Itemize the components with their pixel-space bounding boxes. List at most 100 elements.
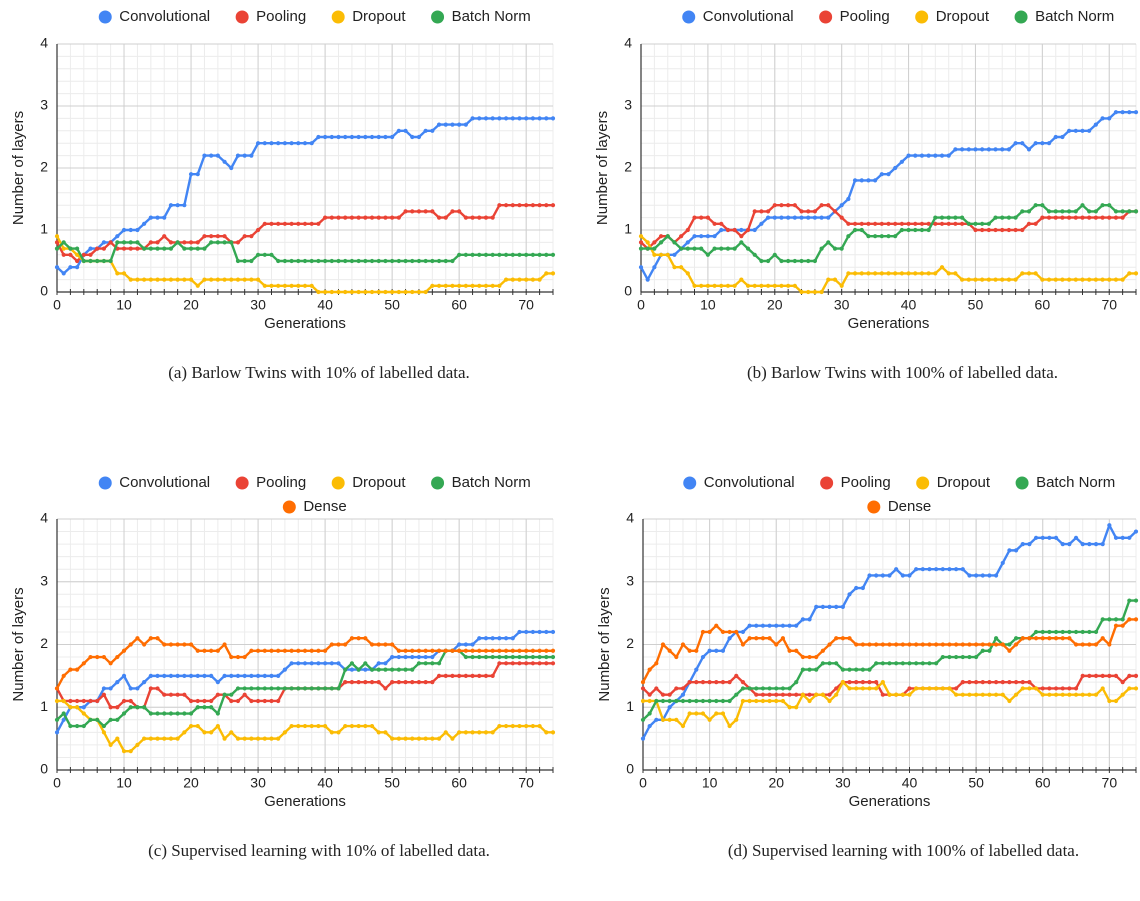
data-point [660,698,666,704]
data-point [329,661,334,666]
data-point [121,240,127,245]
data-point [416,736,422,741]
caption: (d) Supervised learning with 100% of lab… [728,841,1079,860]
data-point [1133,110,1139,115]
data-point [423,128,428,133]
data-point [886,271,891,276]
data-point [376,730,381,735]
data-point [780,636,786,641]
data-point [1080,128,1085,133]
data-point [886,172,891,177]
data-point [54,240,60,245]
data-point [443,215,448,220]
data-point [142,277,147,282]
data-point [894,692,899,697]
data-point [249,698,254,704]
x-tick-label: 60 [1035,297,1051,313]
data-point [886,221,891,226]
data-point [463,283,468,288]
data-point [685,227,690,233]
data-point [477,283,482,288]
data-point [860,680,865,685]
data-point [242,153,247,158]
data-point [410,258,415,264]
data-point [544,203,549,208]
data-point [645,240,650,245]
data-point [680,642,686,647]
data-point [175,736,180,741]
data-point [410,667,415,672]
data-point [162,277,167,282]
data-point [694,711,699,716]
data-point [852,271,858,276]
data-point [135,636,140,641]
data-point [987,648,992,653]
data-point [410,648,415,653]
data-point [700,698,706,704]
data-point [1047,692,1052,697]
data-point [839,215,844,220]
data-point [986,277,991,282]
data-point [95,717,100,722]
data-point [269,252,274,257]
data-point [229,698,234,704]
data-point [827,661,832,666]
series-line [640,235,1136,294]
legend-marker [1014,10,1028,24]
data-point [155,215,160,220]
data-point [135,227,140,233]
data-point [993,636,999,641]
data-point [1013,548,1019,553]
data-point [1046,141,1052,146]
data-point [953,221,958,226]
data-point [846,234,851,239]
data-point [54,265,60,270]
data-point [787,623,792,628]
data-point [946,153,951,158]
data-point [852,227,858,233]
data-point [934,661,939,666]
data-point [899,227,904,233]
data-point [1000,642,1005,647]
data-point [356,258,361,264]
data-point [436,661,442,666]
x-axis-title: Generations [849,793,931,810]
data-point [638,234,644,239]
data-point [242,736,247,741]
data-point [443,648,448,653]
data-point [1113,623,1119,628]
data-point [1026,271,1032,276]
data-point [893,234,898,239]
data-point [470,673,475,678]
data-point [75,705,80,710]
data-point [463,642,468,647]
data-point [356,636,361,641]
data-point [329,215,334,220]
data-point [396,736,401,741]
data-point [913,227,918,233]
data-point [128,686,133,691]
data-point [289,258,294,264]
data-point [926,227,931,233]
data-point [101,246,107,251]
data-point [847,636,852,641]
data-point [973,147,978,152]
data-point [1027,686,1032,691]
data-point [887,573,892,578]
data-point [900,692,905,697]
data-point [926,153,931,158]
data-point [168,203,174,208]
data-point [774,623,779,628]
data-point [674,717,679,722]
data-point [229,673,234,678]
data-point [1093,673,1099,678]
data-point [1127,535,1132,540]
data-point [162,736,167,741]
data-point [967,680,972,685]
data-point [329,730,334,735]
data-point [725,283,731,288]
data-point [699,246,704,251]
data-point [121,673,127,678]
data-point [550,654,556,660]
data-point [490,636,495,641]
